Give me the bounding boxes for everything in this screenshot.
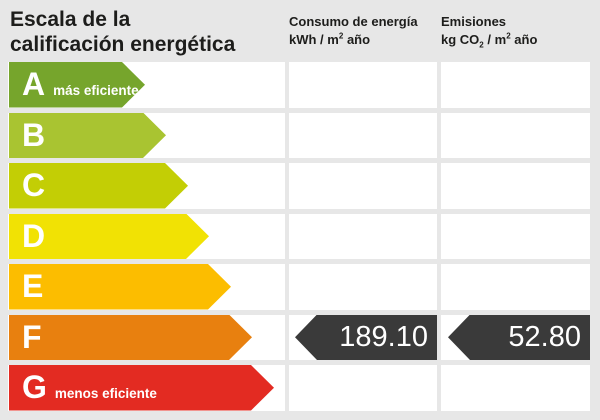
emisiones-value-arrow: 52.80 xyxy=(448,314,590,360)
band-arrow-c: C xyxy=(9,163,188,209)
band-arrow-e: E xyxy=(9,264,231,310)
band-letter-a: A xyxy=(22,66,46,102)
consumo-cell-c xyxy=(289,163,437,209)
consumo-cell-g xyxy=(289,365,437,411)
consumo-value-arrow: 189.10 xyxy=(295,314,437,360)
emisiones-cell-f: 52.80 xyxy=(441,314,590,360)
scale-cell-b: B xyxy=(8,112,285,159)
band-letter-d: D xyxy=(22,217,46,254)
scale-row-d: D xyxy=(8,213,590,260)
consumo-value: 189.10 xyxy=(339,320,428,353)
band-note-least-efficient: menos eficiente xyxy=(54,386,157,401)
consumo-cell-a xyxy=(289,62,437,108)
consumo-cell-b xyxy=(289,112,437,158)
emisiones-cell-g xyxy=(441,365,590,411)
scale-row-b: B xyxy=(8,112,590,159)
page-title-line1: Escala de la xyxy=(10,8,131,31)
column-header-consumo: Consumo de energía kWh / m2 año xyxy=(289,13,418,48)
scale-row-f: F 189.10 52.80 xyxy=(8,314,590,361)
scale-row-e: E xyxy=(8,264,590,310)
band-letter-b: B xyxy=(22,116,46,153)
emisiones-header-unit: kg CO2 / m2 año xyxy=(441,31,538,50)
emisiones-cell-a xyxy=(441,62,590,108)
page-title: Escala de la calificación energética xyxy=(10,8,235,58)
band-arrow-d: D xyxy=(9,214,209,260)
emisiones-header-title: Emisiones xyxy=(441,14,507,29)
consumo-header-title: Consumo de energía xyxy=(289,14,418,29)
emisiones-cell-d xyxy=(441,213,590,259)
column-header-emisiones: Emisiones kg CO2 / m2 año xyxy=(441,13,538,50)
band-letter-f: F xyxy=(22,318,42,355)
emisiones-cell-e xyxy=(441,264,590,310)
band-arrow-b: B xyxy=(9,113,166,159)
emisiones-cell-c xyxy=(441,163,590,209)
scale-cell-f: F xyxy=(8,314,285,361)
band-arrow-f: F xyxy=(9,315,252,361)
emisiones-value: 52.80 xyxy=(508,320,581,353)
page-title-line2: calificación energética xyxy=(10,32,236,56)
consumo-cell-d xyxy=(289,213,437,259)
band-letter-g: G xyxy=(22,369,47,405)
scale-cell-d: D xyxy=(8,213,285,260)
scale-row-c: C xyxy=(8,163,590,209)
band-note-most-efficient: más eficiente xyxy=(53,83,139,98)
scale-cell-c: C xyxy=(8,163,285,209)
emisiones-cell-b xyxy=(441,112,590,158)
band-letter-e: E xyxy=(22,268,44,304)
scale-cell-e: E xyxy=(8,264,285,310)
consumo-cell-e xyxy=(289,264,437,310)
band-letter-c: C xyxy=(22,167,46,203)
consumo-header-unit: kWh / m2 año xyxy=(289,31,371,47)
consumo-cell-f: 189.10 xyxy=(289,314,437,360)
